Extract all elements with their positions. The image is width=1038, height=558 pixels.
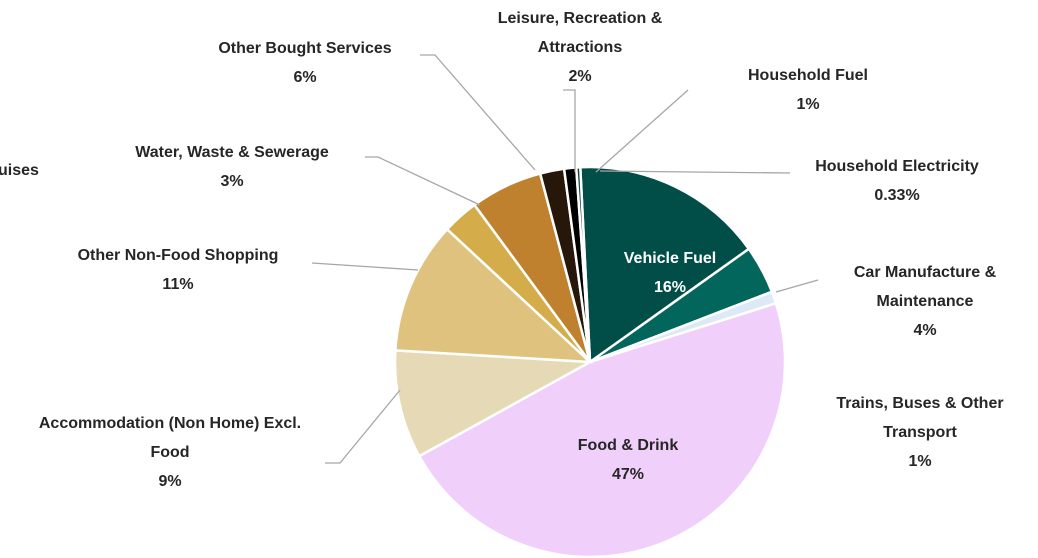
slice-label: Water, Waste & Sewerage 3% <box>82 138 382 196</box>
slice-label: Other Non-Food Shopping 11% <box>28 241 328 299</box>
value-label: 47% <box>611 466 645 483</box>
category-label: Accommodation (Non Home) Excl. Food <box>38 415 302 461</box>
category-label: Household Electricity <box>815 158 979 175</box>
category-label: Other Bought Services <box>218 40 392 57</box>
slice-label: Trains, Buses & Other Transport 1% <box>805 389 1035 476</box>
category-label: Food & Drink <box>577 437 679 454</box>
category-label: Household Fuel <box>748 67 868 84</box>
category-label: Other Non-Food Shopping <box>77 247 279 264</box>
value-label: 4% <box>913 322 937 339</box>
leader-line <box>365 156 481 206</box>
slice-label: Accommodation (Non Home) Excl. Food 9% <box>35 409 305 496</box>
leader-line <box>775 279 819 293</box>
pie-slice <box>574 165 592 363</box>
leader-line <box>420 54 536 171</box>
category-label: Water, Waste & Sewerage <box>135 144 329 161</box>
leader-line <box>595 89 689 173</box>
pie-slice <box>393 349 595 458</box>
value-label: 1% <box>796 96 820 113</box>
leader-line <box>599 170 791 174</box>
slice-label: Car Manufacture & Maintenance 4% <box>820 258 1030 345</box>
leader-line <box>311 262 419 271</box>
value-label: 6% <box>293 69 317 86</box>
value-label: 16% <box>653 279 687 296</box>
leader-line <box>563 89 576 172</box>
pie-slice <box>417 301 787 558</box>
slice-label: Other Bought Services 6% <box>175 34 435 92</box>
slice-label: Household Fuel 1% <box>708 61 908 119</box>
value-label: 3% <box>220 173 244 190</box>
category-label: Leisure, Recreation & Attractions <box>497 10 663 56</box>
pie-slice <box>394 227 594 364</box>
annotation: uises <box>0 162 39 179</box>
category-label: Trains, Buses & Other Transport <box>836 395 1004 441</box>
value-label: 2% <box>568 68 592 85</box>
slice-label: Household Electricity 0.33% <box>782 152 1012 210</box>
value-label: 11% <box>162 276 194 293</box>
value-label: 0.33% <box>874 187 920 204</box>
slice-label: Vehicle Fuel 16% <box>570 244 770 302</box>
category-label: Vehicle Fuel <box>623 250 717 267</box>
pie-slice <box>578 165 751 365</box>
leader-line <box>325 389 401 464</box>
category-label: Car Manufacture & Maintenance <box>853 264 997 310</box>
value-label: 1% <box>908 453 932 470</box>
value-label: 9% <box>158 473 182 490</box>
slice-label: Leisure, Recreation & Attractions 2% <box>480 4 680 91</box>
slice-label: Food & Drink 47% <box>528 431 728 489</box>
